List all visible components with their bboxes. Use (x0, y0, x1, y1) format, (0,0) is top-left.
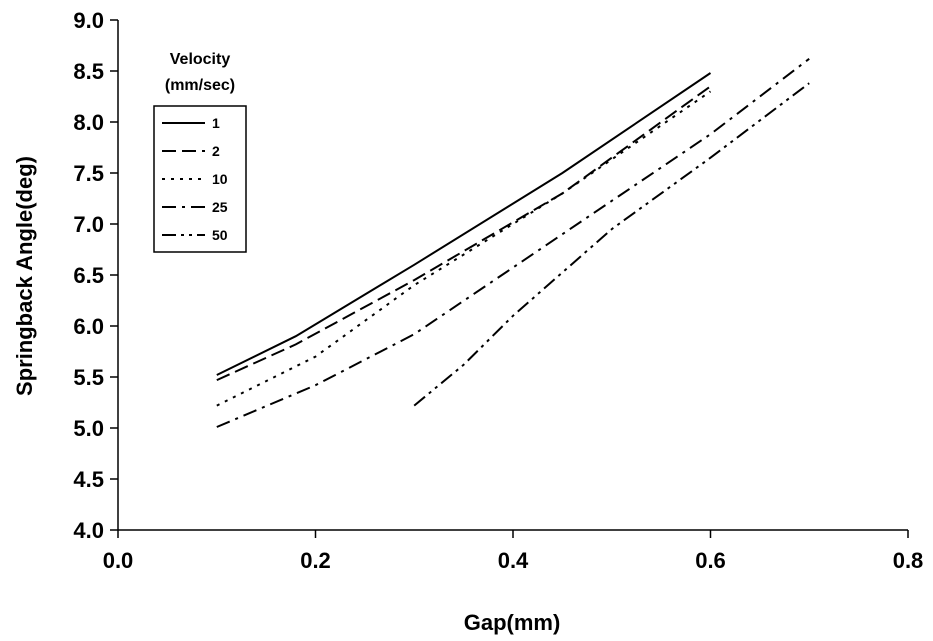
x-tick-label: 0.6 (695, 548, 726, 573)
x-tick-label: 0.2 (300, 548, 331, 573)
y-tick-label: 4.5 (73, 467, 104, 492)
x-axis-ticks: 0.0 0.2 0.4 0.6 0.8 (103, 530, 924, 573)
legend-label-10: 10 (212, 171, 228, 187)
legend-label-2: 2 (212, 143, 220, 159)
y-tick-label: 5.5 (73, 365, 104, 390)
x-tick-label: 0.8 (893, 548, 924, 573)
x-tick-label: 0.4 (498, 548, 529, 573)
plot-area (117, 20, 908, 531)
legend-title-line-2: (mm/sec) (165, 77, 235, 94)
legend-label-25: 25 (212, 199, 228, 215)
y-tick-label: 8.0 (73, 110, 104, 135)
y-tick-label: 7.5 (73, 161, 104, 186)
y-tick-label: 8.5 (73, 59, 104, 84)
series-line-10 (216, 90, 712, 407)
series-line-2 (216, 85, 712, 382)
legend-label-1: 1 (212, 115, 220, 131)
series-line-1 (216, 72, 712, 376)
x-tick-label: 0.0 (103, 548, 134, 573)
y-tick-label: 4.0 (73, 518, 104, 543)
legend-title-line-1: Velocity (170, 51, 231, 68)
x-axis-label: Gap(mm) (464, 610, 561, 635)
y-axis-label: Springback Angle(deg) (12, 156, 37, 396)
y-tick-label: 9.0 (73, 8, 104, 33)
y-tick-label: 5.0 (73, 416, 104, 441)
y-tick-label: 6.5 (73, 263, 104, 288)
y-tick-label: 7.0 (73, 212, 104, 237)
legend-entries: 1 2 10 25 50 (162, 115, 228, 243)
series-line-25 (216, 58, 810, 428)
legend-label-50: 50 (212, 227, 228, 243)
legend: Velocity (mm/sec) 1 2 10 25 50 (153, 51, 247, 253)
y-axis-ticks: 4.0 4.5 5.0 5.5 6.0 6.5 7.0 7.5 8.0 8.5 9.0 (73, 8, 118, 543)
series-layer (216, 58, 810, 428)
y-tick-label: 6.0 (73, 314, 104, 339)
